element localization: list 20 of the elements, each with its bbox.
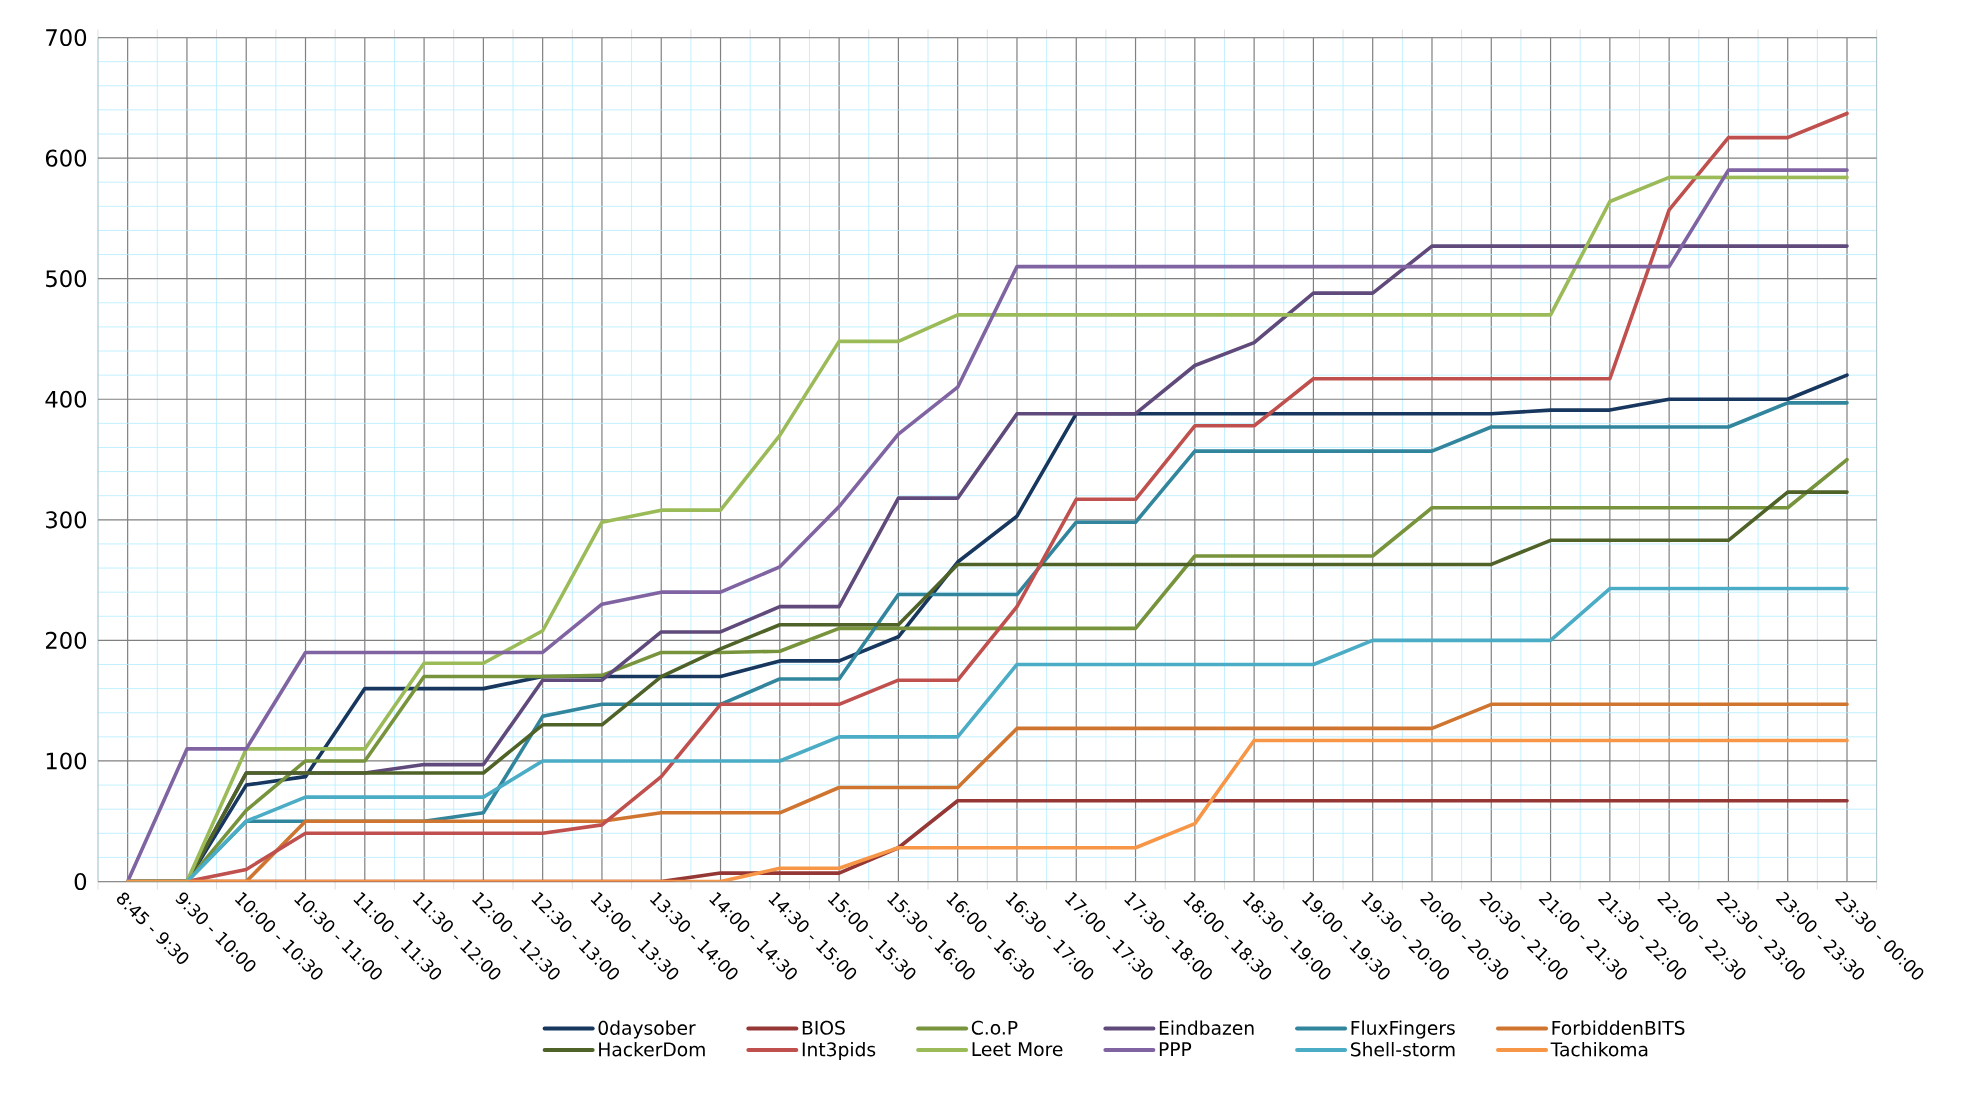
y-tick-label: 0 <box>74 872 87 891</box>
y-tick-label: 200 <box>45 631 87 649</box>
y-tick-label: 100 <box>46 752 87 770</box>
y-tick-label: 700 <box>46 28 87 47</box>
y-tick-label: 300 <box>46 511 87 529</box>
y-tick-label: 500 <box>46 270 87 288</box>
legend-label: Shell-storm <box>1351 1042 1455 1057</box>
legend-label: BIOS <box>802 1020 845 1035</box>
legend-label: FluxFingers <box>1351 1020 1455 1039</box>
legend-label: Int3pids <box>802 1042 876 1061</box>
y-tick-label: 600 <box>45 149 87 167</box>
legend-label: PPP <box>1159 1042 1192 1056</box>
legend-label: Eindbazen <box>1159 1020 1254 1035</box>
y-tick-label: 400 <box>45 390 87 408</box>
legend-label: ForbiddenBITS <box>1552 1020 1685 1035</box>
legend-label: C.o.P <box>971 1020 1018 1035</box>
legend-label: Tachikoma <box>1550 1042 1648 1057</box>
legend-label: Leet More <box>972 1042 1063 1057</box>
legend-label: HackerDom <box>599 1042 705 1057</box>
legend-label: 0daysober <box>598 1020 696 1039</box>
